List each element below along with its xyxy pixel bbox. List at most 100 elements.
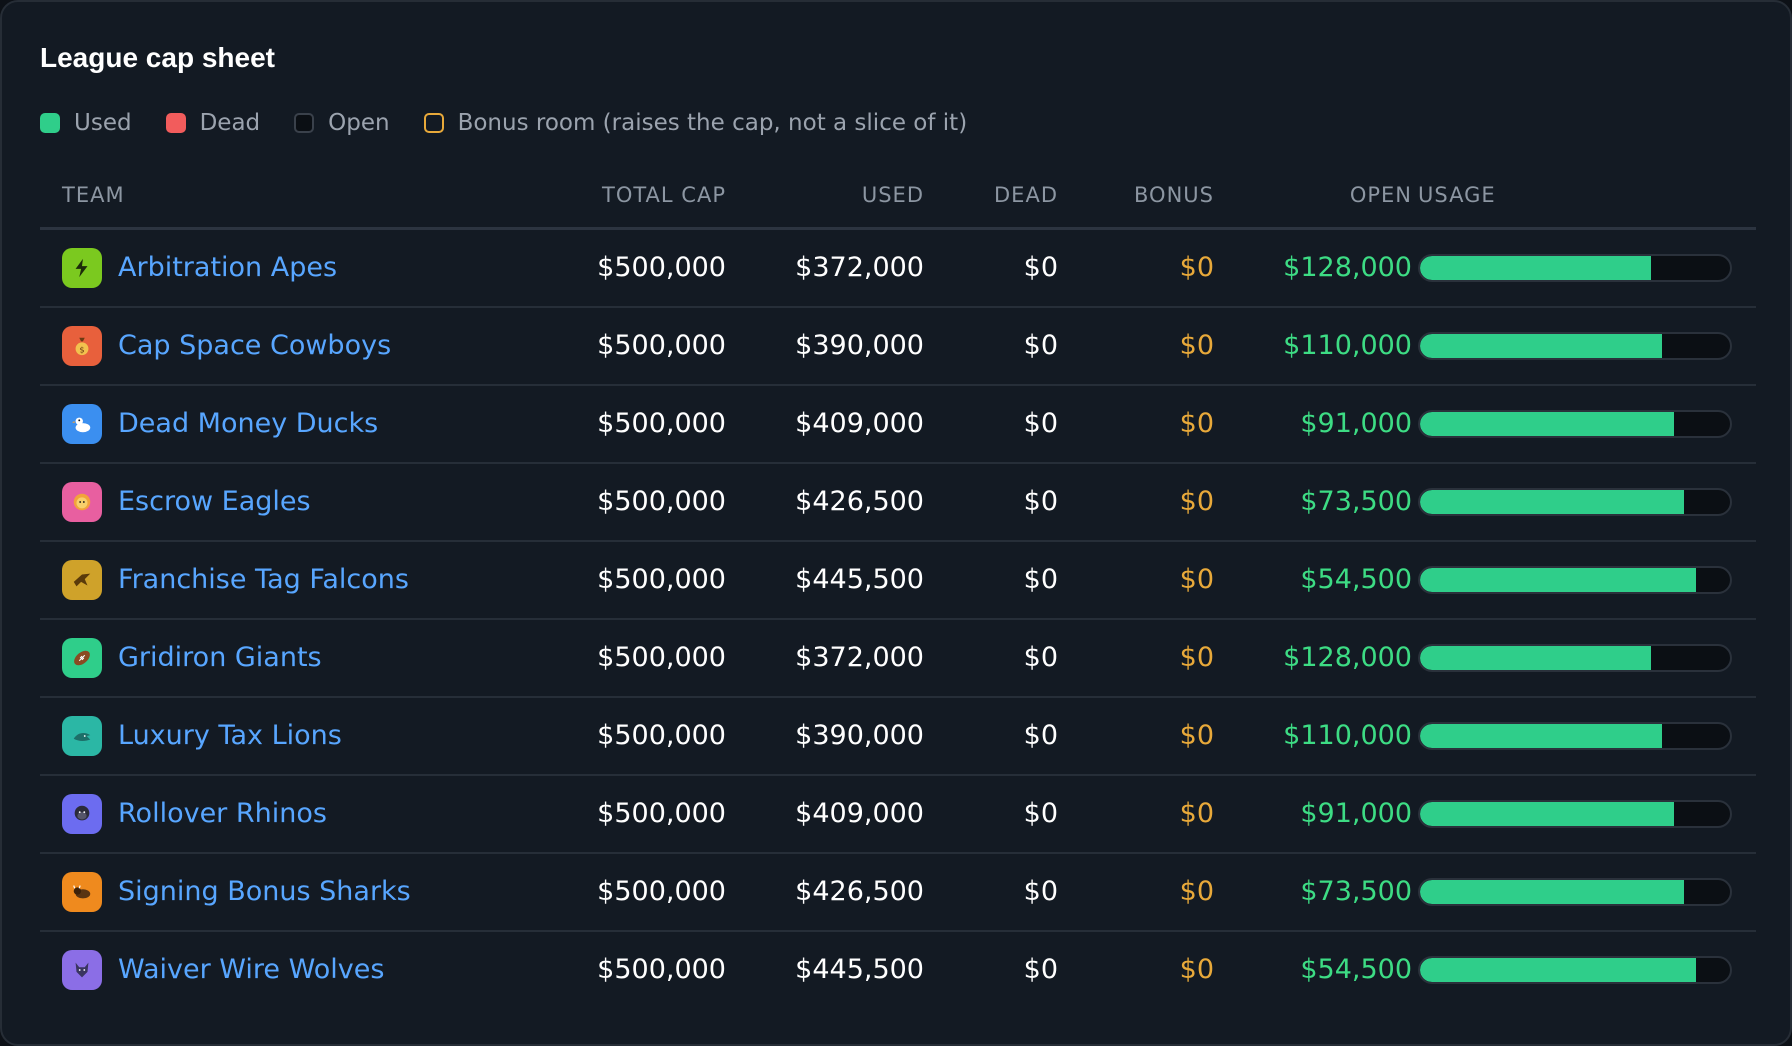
total-cap-cell: $500,000 [597,486,726,517]
open-cell: $110,000 [1283,720,1412,751]
bonus-cell: $0 [1179,720,1214,751]
table-row[interactable]: Signing Bonus Sharks $500,000 $426,500 $0 $0… [40,854,1756,932]
team-link[interactable]: Gridiron Giants [118,642,322,673]
open-cell: $128,000 [1283,252,1412,283]
dead-cell: $0 [1023,642,1058,673]
column-header-open[interactable]: OPEN [1349,183,1412,207]
bison-icon [62,872,102,912]
open-cell: $110,000 [1283,330,1412,361]
gorilla-icon [62,794,102,834]
bonus-cell: $0 [1179,798,1214,829]
table-row[interactable]: $ Cap Space Cowboys $500,000 $390,000 $0 $0 $1… [40,308,1756,386]
usage-bar [1418,800,1732,828]
usage-bar-fill [1420,334,1662,358]
usage-bar-fill [1420,256,1651,280]
total-cap-cell: $500,000 [597,330,726,361]
used-cell: $372,000 [795,252,924,283]
usage-cell [1418,230,1734,306]
bonus-cell: $0 [1179,408,1214,439]
usage-cell [1418,308,1734,384]
column-header-dead[interactable]: DEAD [994,183,1058,207]
team-cell: Signing Bonus Sharks [62,854,502,930]
column-header-bonus[interactable]: BONUS [1134,183,1214,207]
legend-swatch-open [294,113,315,133]
open-cell: $91,000 [1300,798,1412,829]
usage-bar-fill [1420,724,1662,748]
usage-bar-fill [1420,412,1674,436]
team-link[interactable]: Cap Space Cowboys [118,330,392,361]
team-cell: Gridiron Giants [62,620,502,696]
team-cell: $ Cap Space Cowboys [62,308,502,384]
dead-cell: $0 [1023,720,1058,751]
team-link[interactable]: Arbitration Apes [118,252,338,283]
team-link[interactable]: Waiver Wire Wolves [118,954,385,985]
usage-bar [1418,644,1732,672]
column-header-used[interactable]: USED [861,183,924,207]
column-header-total-cap[interactable]: TOTAL CAP [602,183,726,207]
open-cell: $91,000 [1300,408,1412,439]
table-row[interactable]: Arbitration Apes $500,000 $372,000 $0 $0 $128… [40,230,1756,308]
dead-cell: $0 [1023,954,1058,985]
usage-bar [1418,722,1732,750]
dead-cell: $0 [1023,876,1058,907]
used-cell: $372,000 [795,642,924,673]
legend-item-bonus: Bonus room (raises the cap, not a slice … [423,110,967,136]
column-header-usage: USAGE [1418,183,1496,207]
legend-swatch-bonus [423,113,444,133]
usage-cell [1418,698,1734,774]
usage-bar [1418,956,1732,984]
usage-bar-fill [1420,802,1674,826]
legend-swatch-used [40,113,60,133]
usage-bar [1418,878,1732,906]
table-row[interactable]: Waiver Wire Wolves $500,000 $445,500 $0 $0 $5… [40,932,1756,1008]
usage-bar [1418,488,1732,516]
legend-item-used: Used [40,110,132,136]
lion-icon [62,482,102,522]
table-row[interactable]: Gridiron Giants $500,000 $372,000 $0 $0 $128,… [40,620,1756,698]
page-title: League cap sheet [40,42,275,73]
football-icon [62,638,102,678]
used-cell: $390,000 [795,720,924,751]
team-cell: Dead Money Ducks [62,386,502,462]
bonus-cell: $0 [1179,486,1214,517]
dead-cell: $0 [1023,330,1058,361]
legend-swatch-dead [165,113,186,133]
shark-icon [62,716,102,756]
usage-bar [1418,410,1732,438]
usage-cell [1418,386,1734,462]
usage-bar [1418,254,1732,282]
bonus-cell: $0 [1179,954,1214,985]
bonus-cell: $0 [1179,564,1214,595]
usage-cell [1418,854,1734,930]
team-link[interactable]: Franchise Tag Falcons [118,564,409,595]
cap-table: TEAM TOTAL CAP USED DEAD BONUS OPEN USAG… [40,175,1756,1008]
table-row[interactable]: Luxury Tax Lions $500,000 $390,000 $0 $0 $110… [40,698,1756,776]
team-cell: Luxury Tax Lions [62,698,502,774]
bonus-cell: $0 [1179,642,1214,673]
team-link[interactable]: Dead Money Ducks [118,408,379,439]
table-row[interactable]: Escrow Eagles $500,000 $426,500 $0 $0 $73,500 [40,464,1756,542]
usage-cell [1418,776,1734,852]
used-cell: $426,500 [795,876,924,907]
total-cap-cell: $500,000 [597,564,726,595]
table-row[interactable]: Franchise Tag Falcons $500,000 $445,500 $0 $… [40,542,1756,620]
total-cap-cell: $500,000 [597,408,726,439]
falcon-icon [62,560,102,600]
usage-bar [1418,332,1732,360]
table-row[interactable]: Rollover Rhinos $500,000 $409,000 $0 $0 $91,0… [40,776,1756,854]
legend-item-dead: Dead [165,110,260,136]
usage-cell [1418,620,1734,696]
team-link[interactable]: Rollover Rhinos [118,798,327,829]
team-link[interactable]: Luxury Tax Lions [118,720,342,751]
column-header-team[interactable]: TEAM [62,183,125,207]
usage-bar-fill [1420,880,1685,904]
legend-label: Open [328,110,390,136]
table-row[interactable]: Dead Money Ducks $500,000 $409,000 $0 $0 $91,… [40,386,1756,464]
usage-bar-fill [1420,958,1697,982]
usage-cell [1418,932,1734,1008]
bonus-cell: $0 [1179,330,1214,361]
team-link[interactable]: Signing Bonus Sharks [118,876,411,907]
wolf-icon [62,950,102,990]
team-link[interactable]: Escrow Eagles [118,486,311,517]
money-bag-icon: $ [62,326,102,366]
